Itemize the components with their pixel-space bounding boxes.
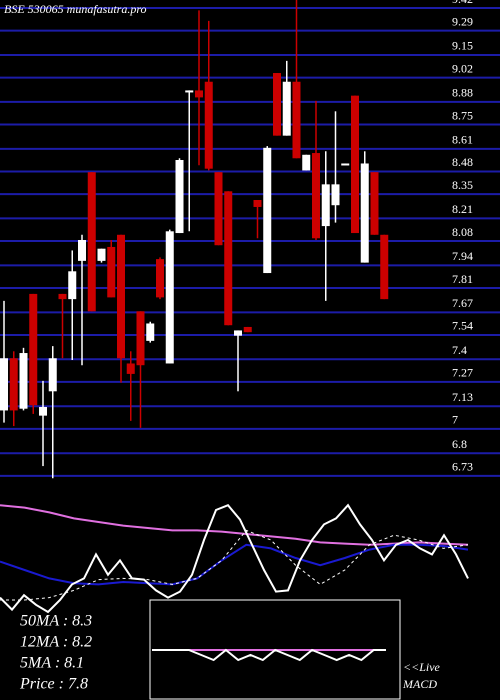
candle-body — [360, 163, 369, 263]
ma-label: 50MA : 8.3 — [20, 613, 92, 630]
y-tick-label: 7.27 — [452, 366, 473, 380]
y-tick-label: 9.29 — [452, 14, 473, 28]
candle-body — [136, 311, 145, 366]
candle-body — [9, 358, 18, 411]
indicator-line — [0, 543, 469, 586]
y-tick-label: 7.67 — [452, 296, 473, 310]
candle-body — [351, 95, 359, 234]
candle-body — [312, 153, 320, 239]
y-tick-label: 7.94 — [452, 249, 473, 263]
y-tick-label: 7.13 — [452, 390, 473, 404]
y-tick-label: 8.35 — [452, 178, 473, 192]
y-tick-label: 8.61 — [452, 133, 473, 147]
y-tick-label: 8.48 — [452, 155, 473, 169]
candle-body — [234, 330, 242, 336]
y-tick-label: 7.81 — [452, 272, 473, 286]
candle-body — [48, 358, 57, 392]
candle-body — [165, 231, 174, 364]
y-tick-label: 8.21 — [452, 202, 473, 216]
indicator-line — [152, 648, 386, 662]
candle-body — [29, 293, 38, 406]
candle-body — [0, 358, 8, 411]
candle-body — [68, 271, 77, 300]
y-tick-label: 8.75 — [452, 108, 473, 122]
candle-body — [321, 184, 330, 227]
candle-body — [282, 81, 291, 136]
y-tick-label: 9.42 — [452, 0, 473, 6]
candle-body — [253, 200, 262, 207]
candle-body — [341, 163, 350, 166]
candle-body — [117, 234, 125, 359]
candle-body — [107, 246, 116, 298]
candle-body — [273, 73, 281, 136]
candle-body — [126, 363, 135, 374]
candle-body — [19, 353, 28, 409]
y-tick-label: 6.73 — [452, 460, 473, 474]
candle-body — [263, 147, 272, 274]
candle-body — [39, 406, 47, 416]
candle-body — [97, 248, 106, 261]
candle-body — [204, 81, 213, 169]
candle-body — [175, 160, 184, 234]
indicator-line — [0, 504, 469, 546]
indicator-line — [0, 503, 469, 614]
ma-label: 5MA : 8.1 — [20, 655, 84, 672]
ma-label: Price : 7.8 — [19, 676, 88, 693]
y-tick-label: 7.4 — [452, 343, 467, 357]
candle-body — [243, 326, 252, 333]
indicator-line — [0, 529, 469, 601]
candle-body — [58, 293, 67, 300]
y-tick-label: 7.54 — [452, 319, 473, 333]
macd-label: <<Live — [403, 660, 441, 674]
y-tick-label: 6.8 — [452, 437, 467, 451]
candle-body — [224, 191, 233, 326]
y-tick-label: 8.88 — [452, 86, 473, 100]
candle-body — [214, 172, 223, 246]
y-tick-label: 7 — [452, 413, 458, 427]
y-tick-label: 8.08 — [452, 225, 473, 239]
chart-title: BSE 530065 munafasutra.pro — [4, 2, 147, 16]
candle-body — [302, 154, 311, 171]
candle-body — [331, 184, 340, 206]
candle-body — [146, 323, 155, 341]
y-tick-label: 9.02 — [452, 61, 473, 75]
ma-label: 12MA : 8.2 — [20, 634, 92, 651]
candle-body — [380, 234, 389, 300]
y-tick-label: 9.15 — [452, 39, 473, 53]
candle-body — [370, 172, 379, 235]
candle-body — [292, 81, 301, 159]
candle-body — [156, 259, 164, 298]
candle-body — [78, 240, 86, 261]
candle-body — [195, 90, 203, 98]
candle-body — [185, 90, 194, 93]
macd-label: MACD — [402, 677, 437, 691]
candle-body — [87, 172, 96, 312]
